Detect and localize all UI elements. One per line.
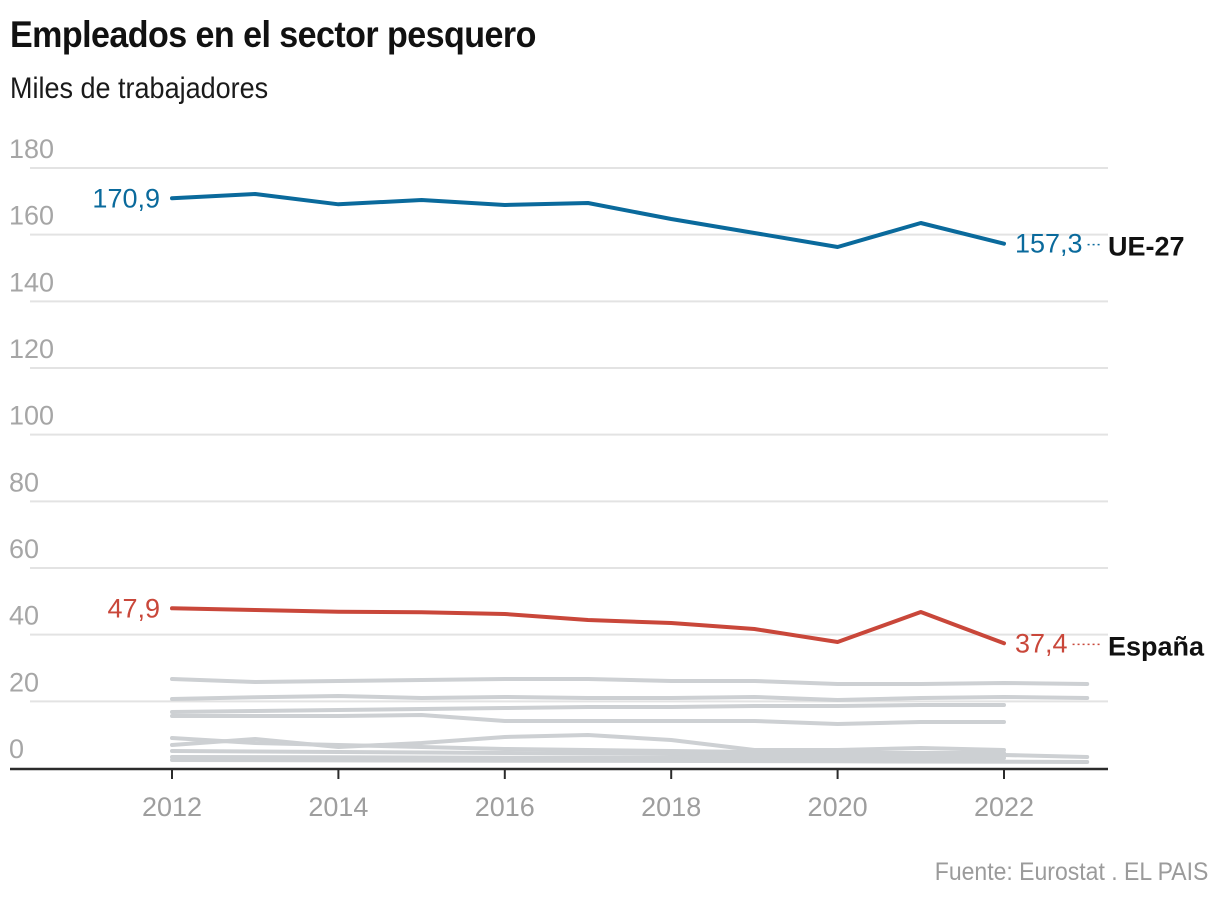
background-series-line xyxy=(170,713,1006,726)
chart-subtitle: Miles de trabajadores xyxy=(10,72,269,105)
background-series-line xyxy=(170,703,1006,714)
y-tick-label: 120 xyxy=(9,334,54,364)
y-tick-label: 140 xyxy=(9,267,54,297)
background-series xyxy=(170,677,1090,764)
y-tick-label: 20 xyxy=(9,667,39,697)
y-tick-label: 80 xyxy=(9,467,39,497)
x-tick-label: 2014 xyxy=(308,792,368,822)
y-tick-label: 100 xyxy=(9,401,54,431)
x-axis: 2012 2014 2016 2018 2020 2022 xyxy=(10,767,1108,822)
y-tick-label: 40 xyxy=(9,601,39,631)
series-name-label: UE-27 xyxy=(1108,232,1185,262)
x-tick-label: 2022 xyxy=(974,792,1034,822)
y-tick-label: 180 xyxy=(9,134,54,164)
background-series-line xyxy=(170,755,1006,760)
background-series-line xyxy=(170,758,1090,764)
background-series-line xyxy=(170,694,1090,702)
background-series-line xyxy=(170,736,1006,755)
series-line-ue-27 xyxy=(170,192,1006,249)
start-value-label: 170,9 xyxy=(92,183,160,213)
x-tick-label: 2016 xyxy=(475,792,535,822)
y-tick-label: 160 xyxy=(9,201,54,231)
series-name-label: España xyxy=(1108,631,1205,661)
background-series-line xyxy=(170,677,1090,686)
x-tick-label: 2018 xyxy=(641,792,701,822)
x-tick-label: 2020 xyxy=(808,792,868,822)
series-labels: 170,9 157,3 UE-27 47,9 37,4 España xyxy=(92,183,1205,661)
background-series-line xyxy=(170,749,1090,759)
x-tick-label: 2012 xyxy=(142,792,202,822)
chart-title: Empleados en el sector pesquero xyxy=(10,14,536,55)
gridlines xyxy=(30,167,1108,703)
start-value-label: 47,9 xyxy=(107,593,160,623)
y-axis-ticks: 0 20 40 60 80 100 120 140 160 180 xyxy=(9,134,54,764)
y-tick-label: 0 xyxy=(9,734,24,764)
source-note: Fuente: Eurostat . EL PAIS xyxy=(934,858,1208,886)
y-tick-label: 60 xyxy=(9,534,39,564)
highlight-series xyxy=(170,192,1006,646)
end-value-label: 37,4 xyxy=(1015,628,1068,658)
series-line-espa-a xyxy=(170,606,1006,646)
end-value-label: 157,3 xyxy=(1015,229,1083,259)
